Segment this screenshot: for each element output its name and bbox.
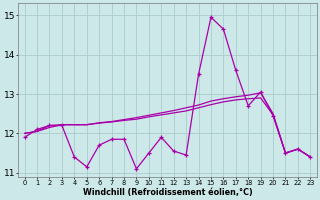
X-axis label: Windchill (Refroidissement éolien,°C): Windchill (Refroidissement éolien,°C) bbox=[83, 188, 252, 197]
